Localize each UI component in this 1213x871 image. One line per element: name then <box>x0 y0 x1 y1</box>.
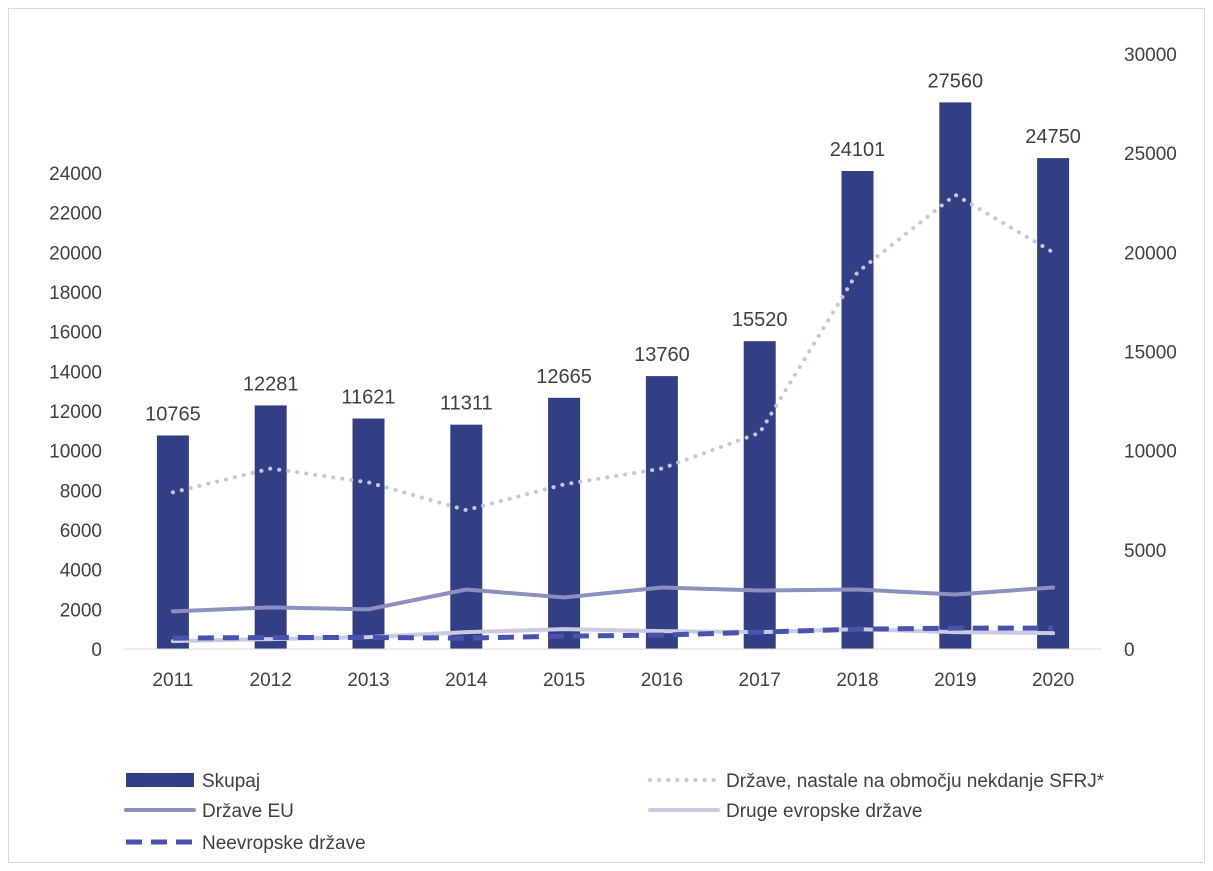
x-tick-label: 2014 <box>445 670 488 691</box>
data-label: 24750 <box>1025 126 1081 148</box>
bar <box>156 435 189 649</box>
data-label: 12665 <box>536 366 592 388</box>
data-label: 24101 <box>830 139 886 161</box>
x-tick-label: 2018 <box>836 670 878 691</box>
left-tick-label: 24000 <box>49 164 102 185</box>
line-series <box>172 625 1054 641</box>
legend-label: Države EU <box>202 801 294 822</box>
data-label: 27560 <box>927 70 983 92</box>
x-tick-label: 2020 <box>1032 670 1074 691</box>
bar <box>548 397 581 649</box>
line-series <box>170 192 1056 513</box>
left-tick-label: 12000 <box>49 402 102 423</box>
data-label: 11311 <box>440 393 493 415</box>
data-label: 10765 <box>145 403 201 425</box>
x-tick-label: 2012 <box>250 670 292 691</box>
legend-swatch <box>126 773 194 787</box>
x-tick-label: 2016 <box>641 670 683 691</box>
bar <box>743 341 776 649</box>
left-tick-label: 10000 <box>49 442 102 463</box>
legend-label: Druge evropske države <box>726 801 922 822</box>
x-tick-label: 2011 <box>152 670 193 691</box>
left-tick-label: 22000 <box>49 204 102 225</box>
right-tick-label: 30000 <box>1124 45 1177 66</box>
left-tick-label: 0 <box>91 640 102 661</box>
right-axis: 0 5000 10000 15000 20000 25000 30000 <box>1124 45 1177 661</box>
right-tick-label: 10000 <box>1124 442 1177 463</box>
x-tick-label: 2015 <box>543 670 585 691</box>
left-tick-label: 20000 <box>49 243 102 264</box>
bar <box>450 424 483 649</box>
legend-label: Skupaj <box>202 771 260 792</box>
data-labels: 10765 12281 11621 11311 12665 13760 15520 24101… <box>145 70 1081 425</box>
bar <box>1037 158 1070 649</box>
x-axis-ticks: 2011 2012 2013 2014 2015 2016 2017 2018 2019 2020 <box>152 670 1074 691</box>
legend: Skupaj Države, nastale na območju nekdanj… <box>124 771 1105 854</box>
data-label: 11621 <box>341 387 395 409</box>
left-tick-label: 4000 <box>60 561 102 582</box>
left-tick-label: 14000 <box>49 362 102 383</box>
right-tick-label: 25000 <box>1124 144 1177 165</box>
left-axis: 0 2000 4000 6000 8000 10000 12000 14000 16000 180… <box>49 164 102 661</box>
right-tick-label: 0 <box>1124 640 1135 661</box>
line-series <box>170 585 1056 614</box>
right-tick-label: 15000 <box>1124 343 1177 364</box>
left-tick-label: 2000 <box>60 600 102 621</box>
bar <box>254 405 287 649</box>
data-label: 12281 <box>243 373 299 395</box>
legend-label: Države, nastale na območju nekdanje SFRJ… <box>726 771 1105 792</box>
data-label: 15520 <box>732 309 788 331</box>
bar <box>645 376 678 649</box>
x-tick-label: 2019 <box>934 670 976 691</box>
x-tick-label: 2013 <box>347 670 389 691</box>
bar <box>352 418 385 649</box>
chart-frame <box>8 8 1205 863</box>
line-series <box>170 192 1056 644</box>
legend-label: Neevropske države <box>202 833 366 854</box>
left-tick-label: 8000 <box>60 481 102 502</box>
right-tick-label: 5000 <box>1124 541 1166 562</box>
right-tick-label: 20000 <box>1124 243 1177 264</box>
left-tick-label: 6000 <box>60 521 102 542</box>
data-label: 13760 <box>634 344 690 366</box>
bar <box>841 170 874 649</box>
bar <box>939 102 972 650</box>
x-tick-label: 2017 <box>739 670 781 691</box>
left-tick-label: 16000 <box>49 323 102 344</box>
left-tick-label: 18000 <box>49 283 102 304</box>
